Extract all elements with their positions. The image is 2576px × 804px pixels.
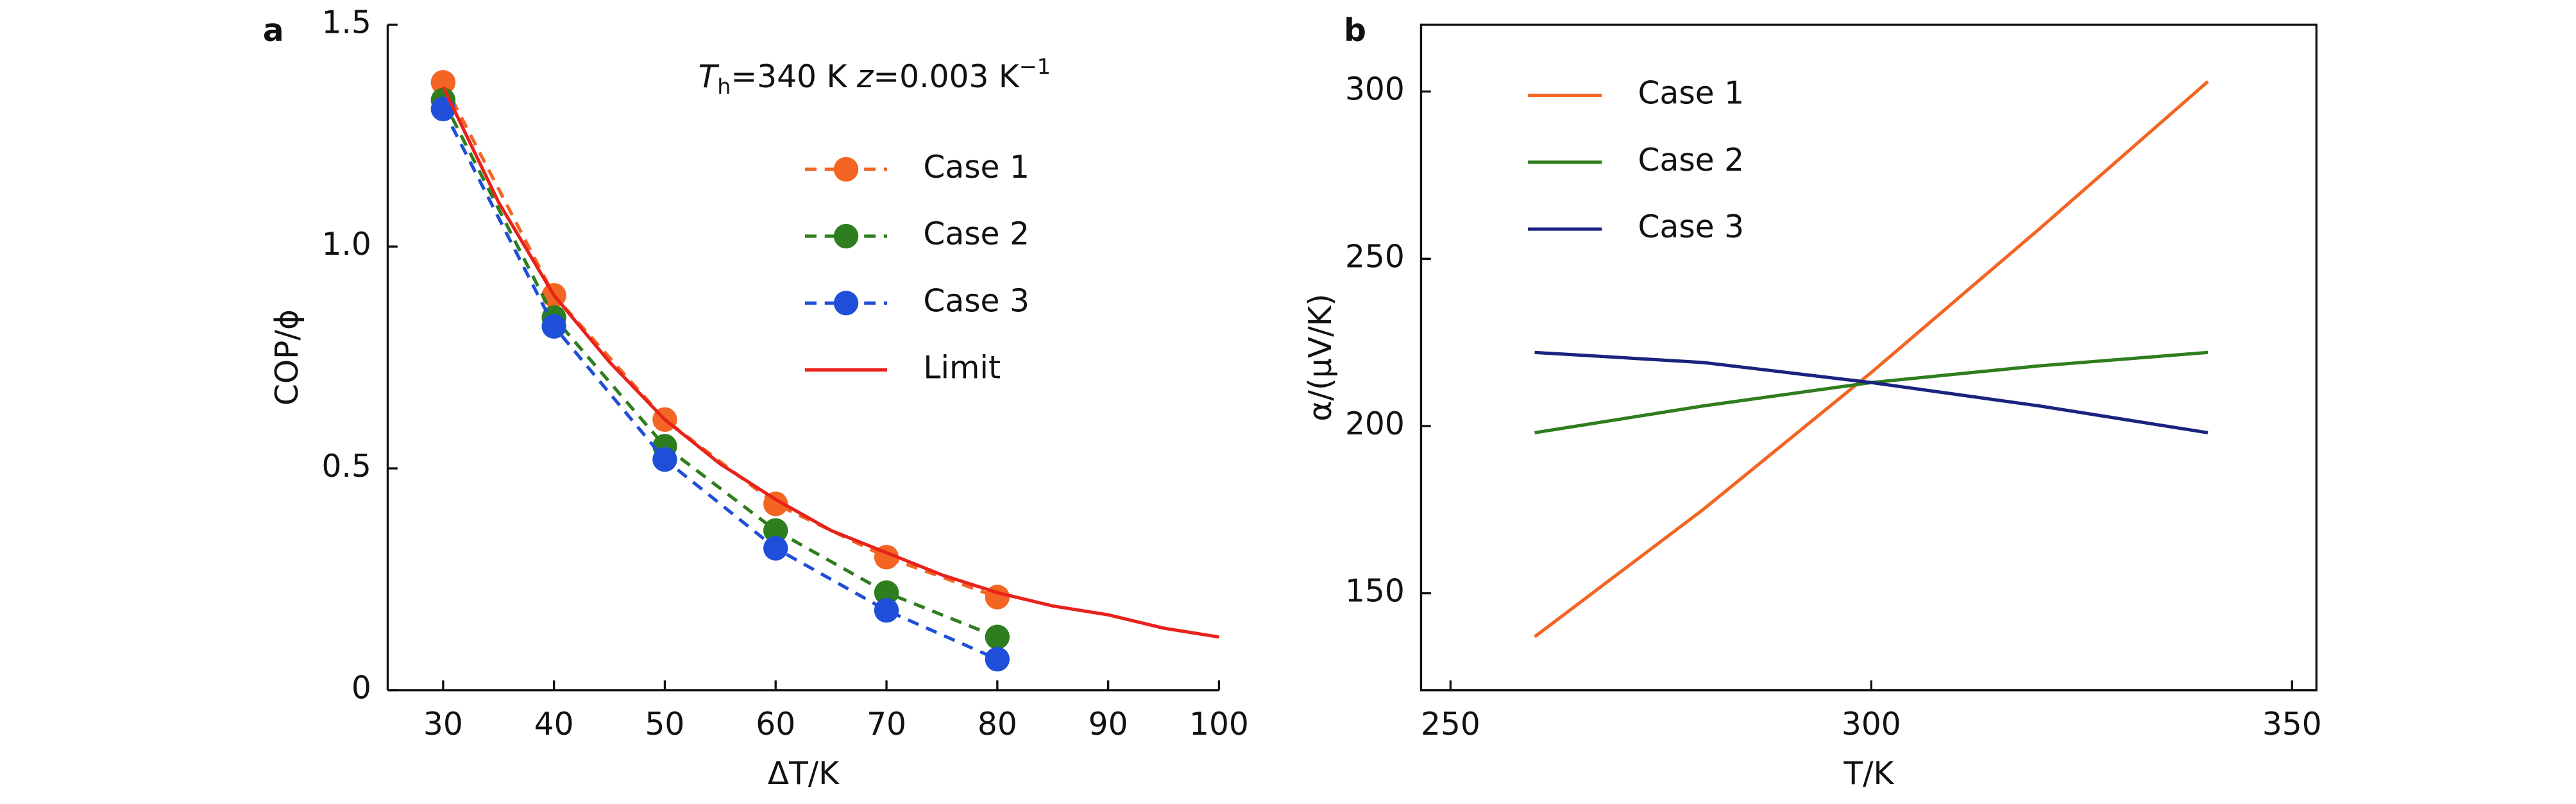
- annotation-part: T: [699, 59, 720, 95]
- x-tick-label: 300: [1842, 706, 1901, 742]
- panel-label: a: [263, 13, 284, 49]
- legend-label: Case 3: [923, 283, 1030, 319]
- x-axis-label: T/K: [1843, 756, 1894, 792]
- y-tick-label: 200: [1345, 406, 1405, 442]
- marker: [430, 70, 456, 95]
- legend-label: Case 1: [923, 150, 1030, 185]
- legend-label: Limit: [923, 350, 1001, 386]
- annotation-part: z: [856, 59, 874, 95]
- y-tick-label: 300: [1345, 72, 1405, 108]
- x-tick-label: 60: [756, 706, 795, 742]
- marker: [874, 598, 899, 623]
- legend-label: Case 2: [1638, 142, 1745, 178]
- x-tick-label: 50: [645, 706, 684, 742]
- legend-label: Case 1: [1638, 76, 1745, 112]
- y-tick-label: 150: [1345, 574, 1405, 610]
- series-line: [1534, 350, 2208, 434]
- x-tick-label: 30: [423, 706, 463, 742]
- legend-marker: [833, 223, 859, 249]
- series-line: [1534, 80, 2209, 638]
- annotation-part: −1: [1019, 54, 1051, 79]
- x-tick-label: 100: [1189, 706, 1249, 742]
- x-tick-label: 250: [1421, 706, 1480, 742]
- series-line: [1534, 350, 2208, 434]
- legend-marker: [833, 157, 859, 182]
- annotation: Th=340 K z=0.003 K−1: [699, 54, 1051, 99]
- annotation-part: h: [717, 73, 731, 98]
- x-tick-label: 90: [1089, 706, 1128, 742]
- marker: [763, 492, 788, 517]
- marker: [430, 96, 456, 122]
- marker: [763, 518, 788, 543]
- y-tick-label: 1.5: [321, 4, 371, 40]
- x-tick-label: 70: [867, 706, 906, 742]
- series-line: [441, 99, 998, 639]
- panel-label: b: [1344, 13, 1366, 49]
- y-tick-label: 0.5: [321, 449, 371, 484]
- marker: [652, 447, 677, 472]
- marker: [874, 580, 899, 605]
- x-tick-label: 350: [2262, 706, 2322, 742]
- annotation-part: =0.003 K: [873, 59, 1020, 95]
- legend-label: Case 3: [1638, 209, 1745, 245]
- y-tick-label: 0: [352, 671, 371, 706]
- marker: [541, 314, 566, 339]
- marker: [985, 624, 1010, 649]
- marker: [763, 536, 788, 561]
- x-tick-label: 80: [978, 706, 1017, 742]
- legend-label: Case 2: [923, 216, 1030, 252]
- plot-frame: [1419, 23, 2318, 692]
- marker: [985, 647, 1010, 672]
- legend-marker: [833, 291, 859, 316]
- y-axis-label: α/(μV/K): [1303, 294, 1339, 422]
- series-line: [441, 81, 998, 599]
- annotation-part: =340 K: [731, 59, 856, 95]
- x-axis-label: ΔT/K: [768, 756, 840, 792]
- series-line: [441, 86, 1219, 639]
- x-tick-label: 40: [534, 706, 574, 742]
- y-tick-label: 1.0: [321, 227, 371, 262]
- y-tick-label: 250: [1345, 239, 1405, 275]
- series-line: [441, 108, 998, 661]
- y-axis-label: COP/ϕ: [269, 309, 305, 406]
